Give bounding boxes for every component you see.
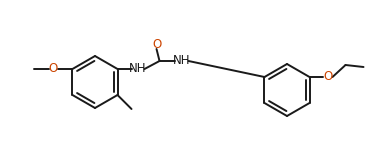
- Text: O: O: [49, 63, 58, 75]
- Text: NH: NH: [173, 54, 190, 68]
- Text: O: O: [323, 70, 332, 84]
- Text: O: O: [152, 39, 161, 51]
- Text: NH: NH: [129, 63, 146, 75]
